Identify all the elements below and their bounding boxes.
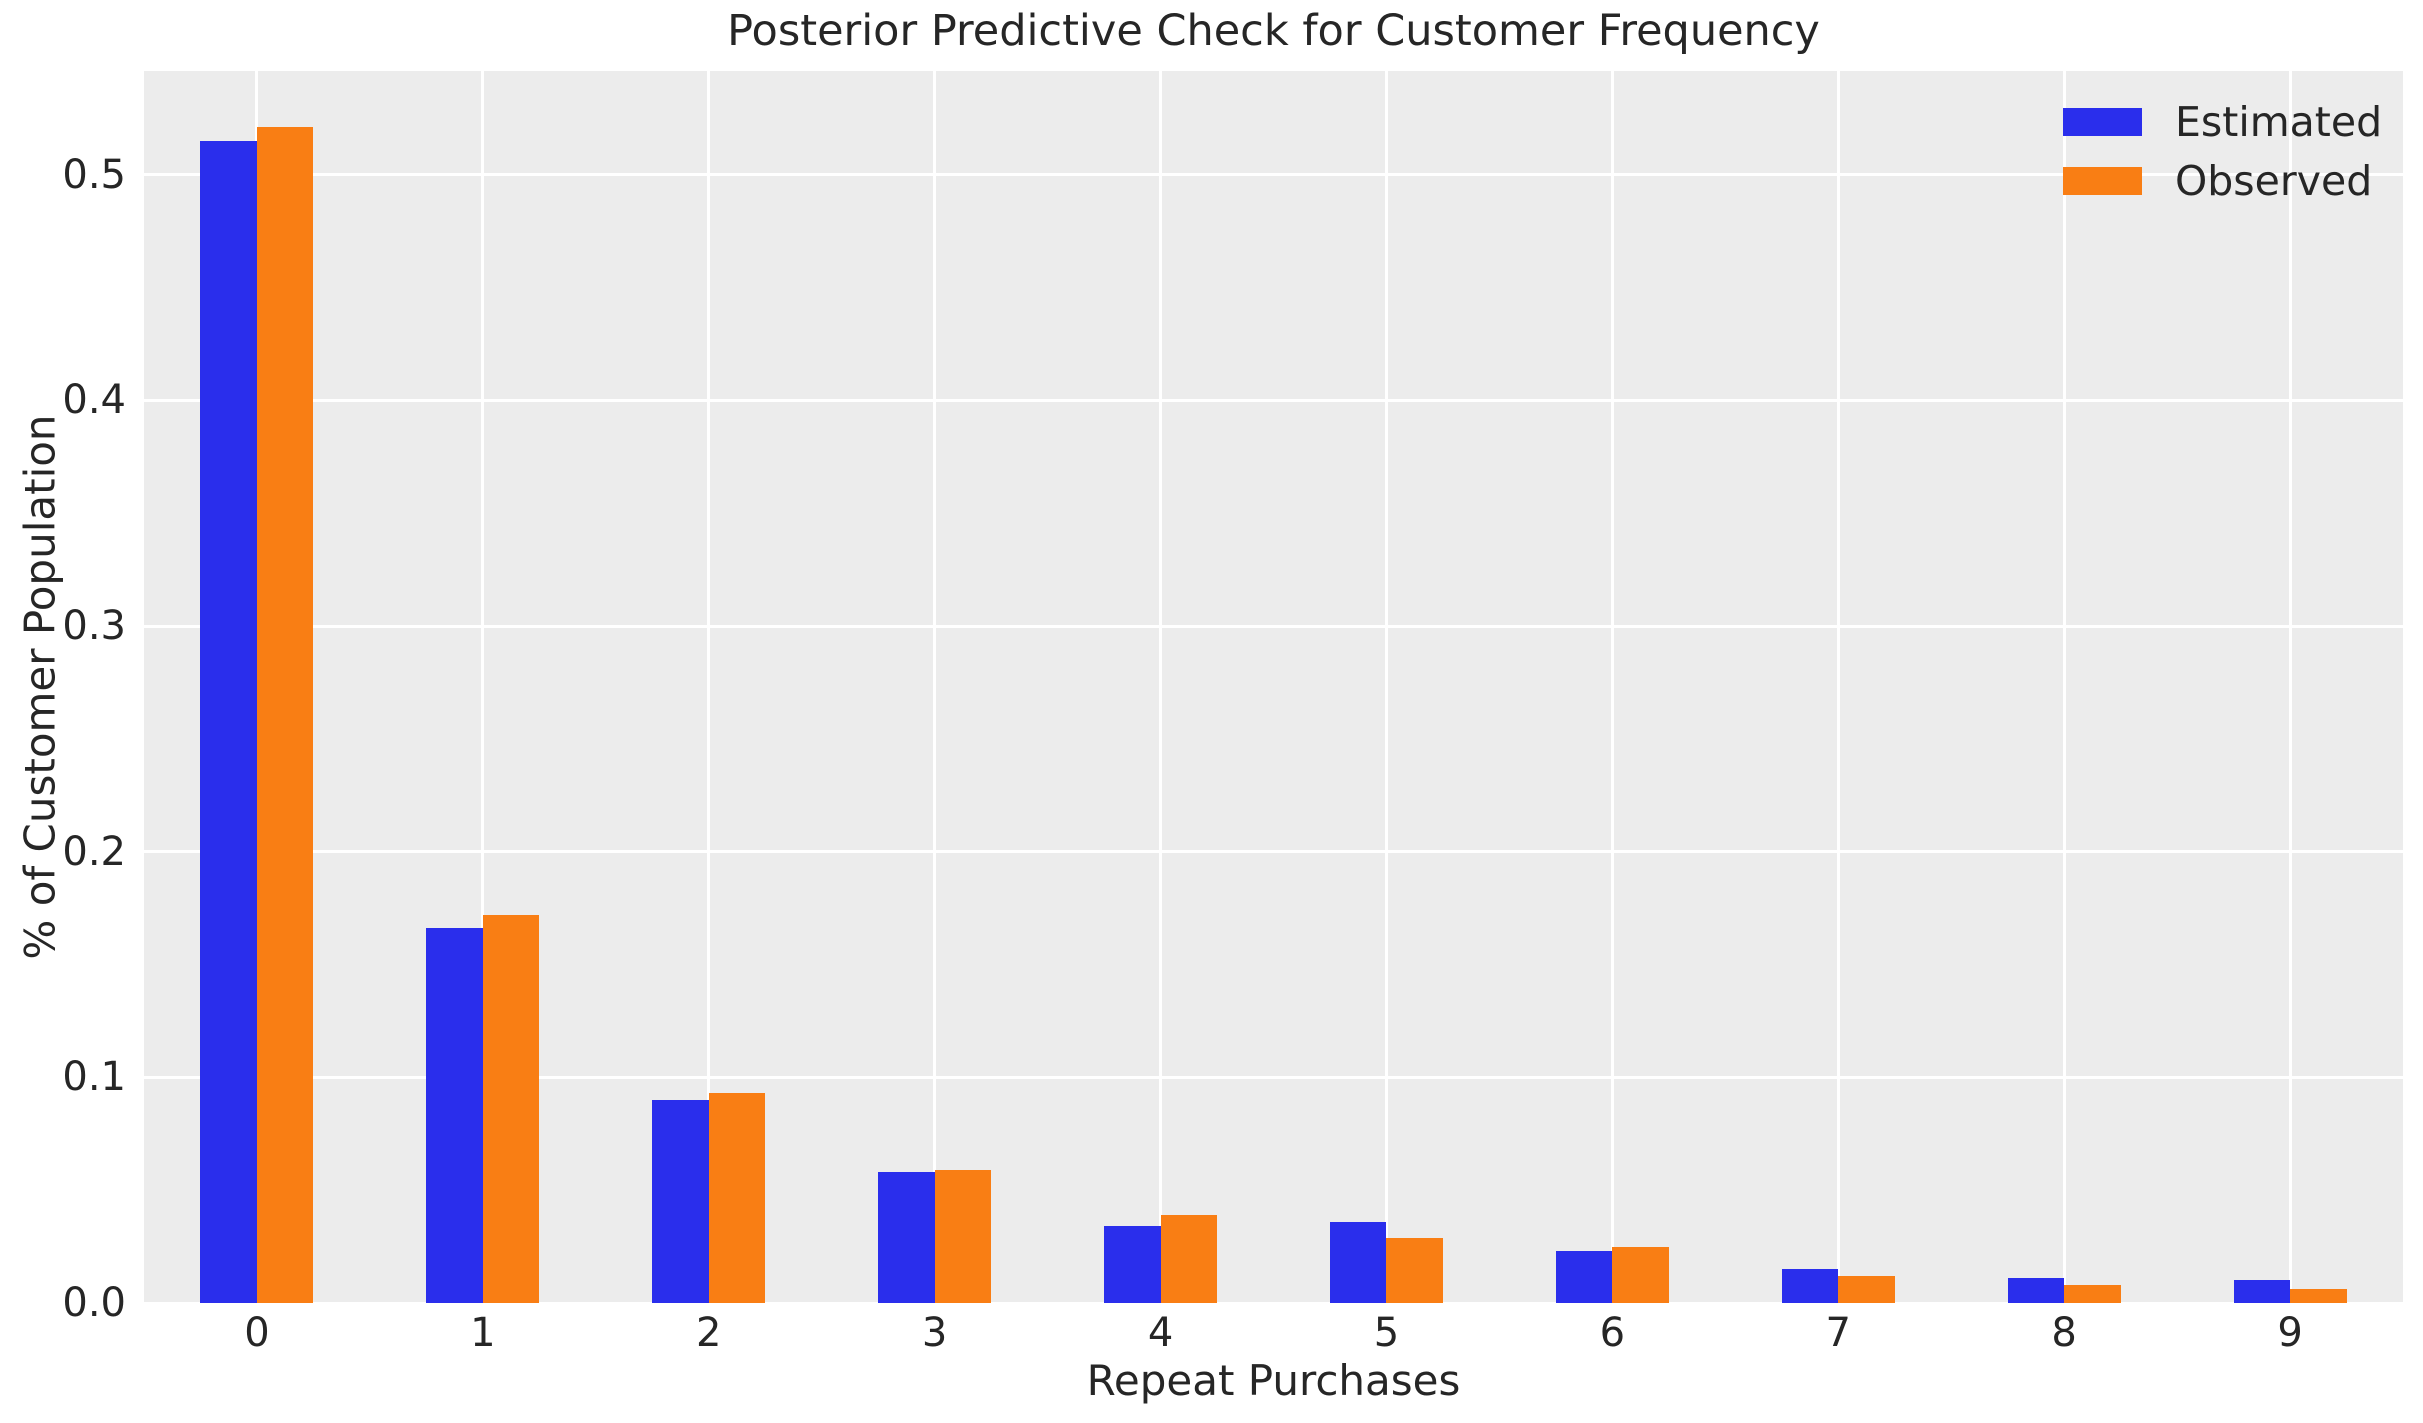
bar-observed-7 [1838,1275,1895,1303]
bar-estimated-0 [200,140,257,1303]
bar-estimated-7 [1781,1269,1839,1303]
gridline-horizontal [144,398,2403,402]
y-tick-label: 0.2 [62,828,126,875]
gridline-horizontal [144,1301,2403,1303]
y-tick-label: 0.4 [62,377,126,424]
bar-estimated-1 [426,928,483,1303]
bar-observed-2 [708,1093,766,1303]
bar-observed-0 [256,127,314,1303]
legend-swatch-estimated [2063,108,2142,136]
legend-item-observed: Observed [2063,157,2382,205]
gridline-horizontal [144,1075,2403,1079]
bar-estimated-8 [2007,1278,2065,1303]
legend-swatch-observed [2063,167,2142,195]
bar-estimated-9 [2233,1280,2291,1303]
x-tick-label: 3 [921,1310,948,1356]
x-tick-label: 7 [1825,1310,1851,1356]
gridline-vertical [1384,71,1388,1303]
gridline-vertical [1159,71,1163,1303]
chart-title: Posterior Predictive Check for Customer … [727,6,1820,56]
gridline-vertical [481,71,485,1303]
y-axis-label: % of Customer Population [15,414,65,960]
legend: Estimated Observed [2063,98,2382,205]
x-tick-label: 6 [1599,1310,1626,1356]
gridline-horizontal [144,850,2403,854]
legend-label-observed: Observed [2175,157,2373,205]
bar-observed-3 [934,1169,992,1303]
y-tick-label: 0.0 [62,1280,126,1326]
bar-estimated-3 [878,1172,935,1303]
x-tick-label: 1 [470,1310,496,1356]
x-tick-label: 5 [1373,1310,1400,1356]
x-tick-label: 0 [244,1310,270,1356]
x-tick-label: 2 [696,1310,722,1356]
bar-observed-1 [482,914,540,1303]
bar-observed-6 [1612,1246,1669,1303]
x-tick-label: 4 [1147,1310,1174,1356]
legend-item-estimated: Estimated [2063,98,2382,146]
legend-label-estimated: Estimated [2175,98,2383,146]
bar-estimated-4 [1104,1226,1161,1303]
gridline-horizontal [144,173,2403,177]
bar-estimated-5 [1329,1221,1387,1303]
bar-observed-4 [1160,1215,1218,1303]
plot-area [144,71,2403,1303]
x-tick-label: 8 [2051,1310,2077,1356]
gridline-horizontal [144,624,2403,628]
bar-observed-8 [2064,1284,2121,1303]
x-tick-label: 9 [2277,1310,2303,1356]
bar-estimated-6 [1555,1251,1613,1303]
gridline-vertical [1610,71,1614,1303]
gridline-vertical [2062,71,2066,1303]
y-tick-label: 0.3 [62,603,126,650]
y-tick-label: 0.1 [62,1054,126,1101]
bar-observed-5 [1386,1237,1443,1303]
gridline-vertical [2288,71,2292,1303]
x-axis-label: Repeat Purchases [1086,1356,1461,1405]
gridline-vertical [707,71,711,1303]
y-tick-label: 0.5 [62,151,126,198]
bar-observed-9 [2290,1289,2347,1303]
bar-estimated-2 [652,1099,709,1303]
gridline-vertical [1836,71,1840,1303]
gridline-vertical [933,71,937,1303]
